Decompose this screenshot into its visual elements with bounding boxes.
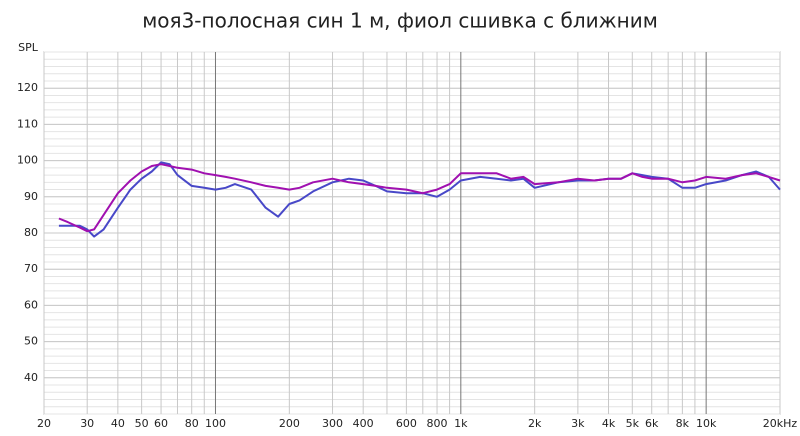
x-tick-label: 200: [279, 417, 300, 430]
chart-title: моя3-полосная син 1 м, фиол сшивка с бли…: [142, 9, 658, 33]
x-tick-label: 4k: [602, 417, 616, 430]
x-tick-label: 1k: [454, 417, 468, 430]
x-tick-label: 20kHz: [763, 417, 798, 430]
x-tick-label: 30: [80, 417, 94, 430]
y-tick-label: 40: [24, 371, 38, 384]
y-axis-label: SPL: [18, 41, 39, 54]
y-tick-label: 120: [17, 81, 38, 94]
x-tick-label: 20: [37, 417, 51, 430]
y-tick-label: 70: [24, 262, 38, 275]
x-tick-label: 2k: [528, 417, 542, 430]
x-tick-label: 50: [135, 417, 149, 430]
y-tick-label: 90: [24, 190, 38, 203]
x-tick-label: 10k: [696, 417, 717, 430]
y-tick-label: 110: [17, 117, 38, 130]
y-tick-label: 100: [17, 154, 38, 167]
x-tick-label: 100: [205, 417, 226, 430]
y-tick-label: 80: [24, 226, 38, 239]
y-tick-label: 50: [24, 335, 38, 348]
x-tick-label: 600: [396, 417, 417, 430]
series-line: [58, 163, 781, 233]
series-line: [58, 161, 781, 238]
y-tick-label: 60: [24, 298, 38, 311]
x-tick-label: 6k: [645, 417, 659, 430]
x-tick-label: 60: [154, 417, 168, 430]
x-tick-label: 800: [427, 417, 448, 430]
x-tick-label: 80: [185, 417, 199, 430]
x-tick-label: 40: [111, 417, 125, 430]
x-tick-label: 400: [353, 417, 374, 430]
x-tick-label: 8k: [676, 417, 690, 430]
x-tick-label: 3k: [571, 417, 585, 430]
x-tick-label: 5k: [626, 417, 640, 430]
x-tick-label: 300: [322, 417, 343, 430]
